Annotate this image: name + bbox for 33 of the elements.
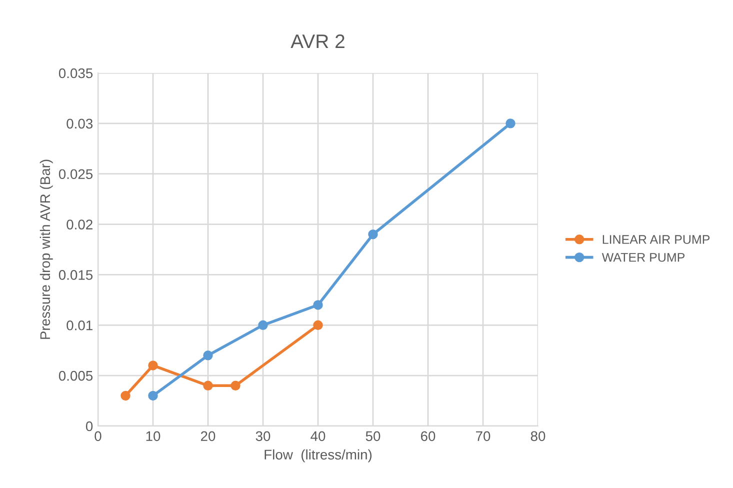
point [203, 380, 213, 391]
legend-label: LINEAR AIR PUMP [602, 235, 710, 244]
x-tick-label: 50 [366, 431, 380, 442]
y-tick-label: 0.02 [66, 220, 92, 230]
point [120, 390, 130, 401]
point [313, 320, 323, 330]
y-tick-label: 0 [86, 421, 93, 432]
point [230, 380, 240, 391]
y-tick-label: 0.03 [66, 118, 93, 129]
x-tick-label: 0 [94, 431, 102, 442]
chart-title: AVR 2 [290, 34, 344, 48]
x-tick-label: 30 [256, 431, 270, 442]
x-tick-label: 40 [310, 431, 326, 442]
y-tick-label: 0.01 [66, 320, 92, 330]
point [203, 350, 213, 360]
y-tick-label: 0.005 [58, 370, 93, 381]
x-tick-label: 10 [146, 431, 160, 442]
x-tick-label: 60 [420, 431, 436, 442]
x-axis-title: Flow (litress/min) [264, 449, 372, 462]
point [148, 390, 158, 401]
x-tick-label: 20 [200, 431, 216, 442]
y-axis-title: Pressure drop with AVR (Bar) [40, 160, 53, 339]
point [368, 230, 378, 240]
point [258, 320, 268, 330]
x-tick-label: 70 [476, 431, 490, 442]
point [313, 300, 323, 310]
x-tick-label: 80 [530, 431, 546, 442]
y-tick-label: 0.025 [58, 169, 93, 180]
legend-label: WATER PUMP [602, 253, 685, 262]
y-tick-label: 0.015 [58, 270, 93, 280]
y-tick-label: 0.035 [58, 68, 93, 78]
point [506, 118, 516, 128]
point [148, 360, 158, 370]
